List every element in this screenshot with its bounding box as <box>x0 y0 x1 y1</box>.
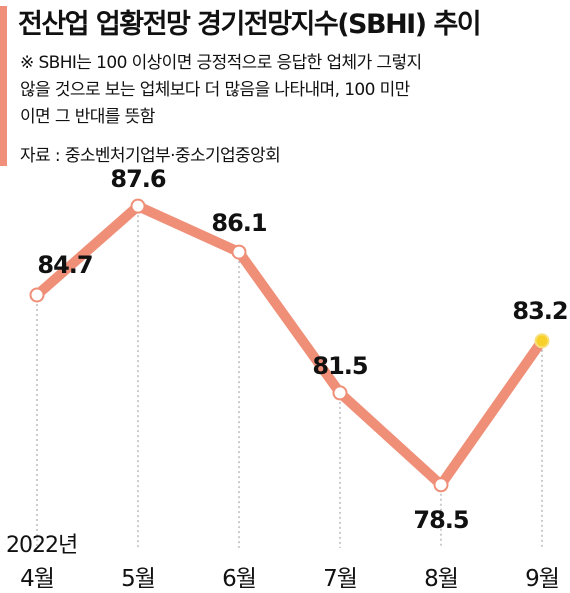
note-line: ※ SBHI는 100 이상이면 긍정적으로 응답한 업체가 그렇지 <box>20 53 422 73</box>
highlight-point <box>534 333 550 349</box>
chart-title: 전산업 업황전망 경기전망지수(SBHI) 추이 <box>18 9 482 40</box>
value-label: 87.6 <box>110 165 166 193</box>
value-label: 84.7 <box>37 251 92 279</box>
x-tick-label: 8월 <box>424 566 458 592</box>
value-label: 86.1 <box>211 209 267 237</box>
value-label: 83.2 <box>512 297 567 325</box>
x-tick-label: 9월 <box>525 566 559 592</box>
data-point <box>332 385 348 401</box>
x-tick-label: 5월 <box>121 566 155 592</box>
value-label: 81.5 <box>312 352 368 380</box>
x-tick-label: 4월 <box>20 566 54 592</box>
x-tick-label: 7월 <box>323 566 357 592</box>
accent-bar <box>0 6 7 166</box>
x-tick-label: 6월 <box>222 566 256 592</box>
data-point <box>433 477 449 493</box>
note-line: 이면 그 반대를 뜻함 <box>20 107 155 127</box>
data-point <box>130 198 146 214</box>
series-line <box>32 201 547 490</box>
data-point <box>231 244 247 260</box>
data-point <box>29 287 45 303</box>
year-label: 2022년 <box>6 533 77 558</box>
value-label: 78.5 <box>413 506 469 534</box>
note-line: 않을 것으로 보는 업체보다 더 많음을 나타내며, 100 미만 <box>20 80 410 100</box>
chart-note: ※ SBHI는 100 이상이면 긍정적으로 응답한 업체가 그렇지 않을 것으… <box>20 50 560 131</box>
chart-source: 자료 : 중소벤처기업부·중소기업중앙회 <box>20 146 281 166</box>
